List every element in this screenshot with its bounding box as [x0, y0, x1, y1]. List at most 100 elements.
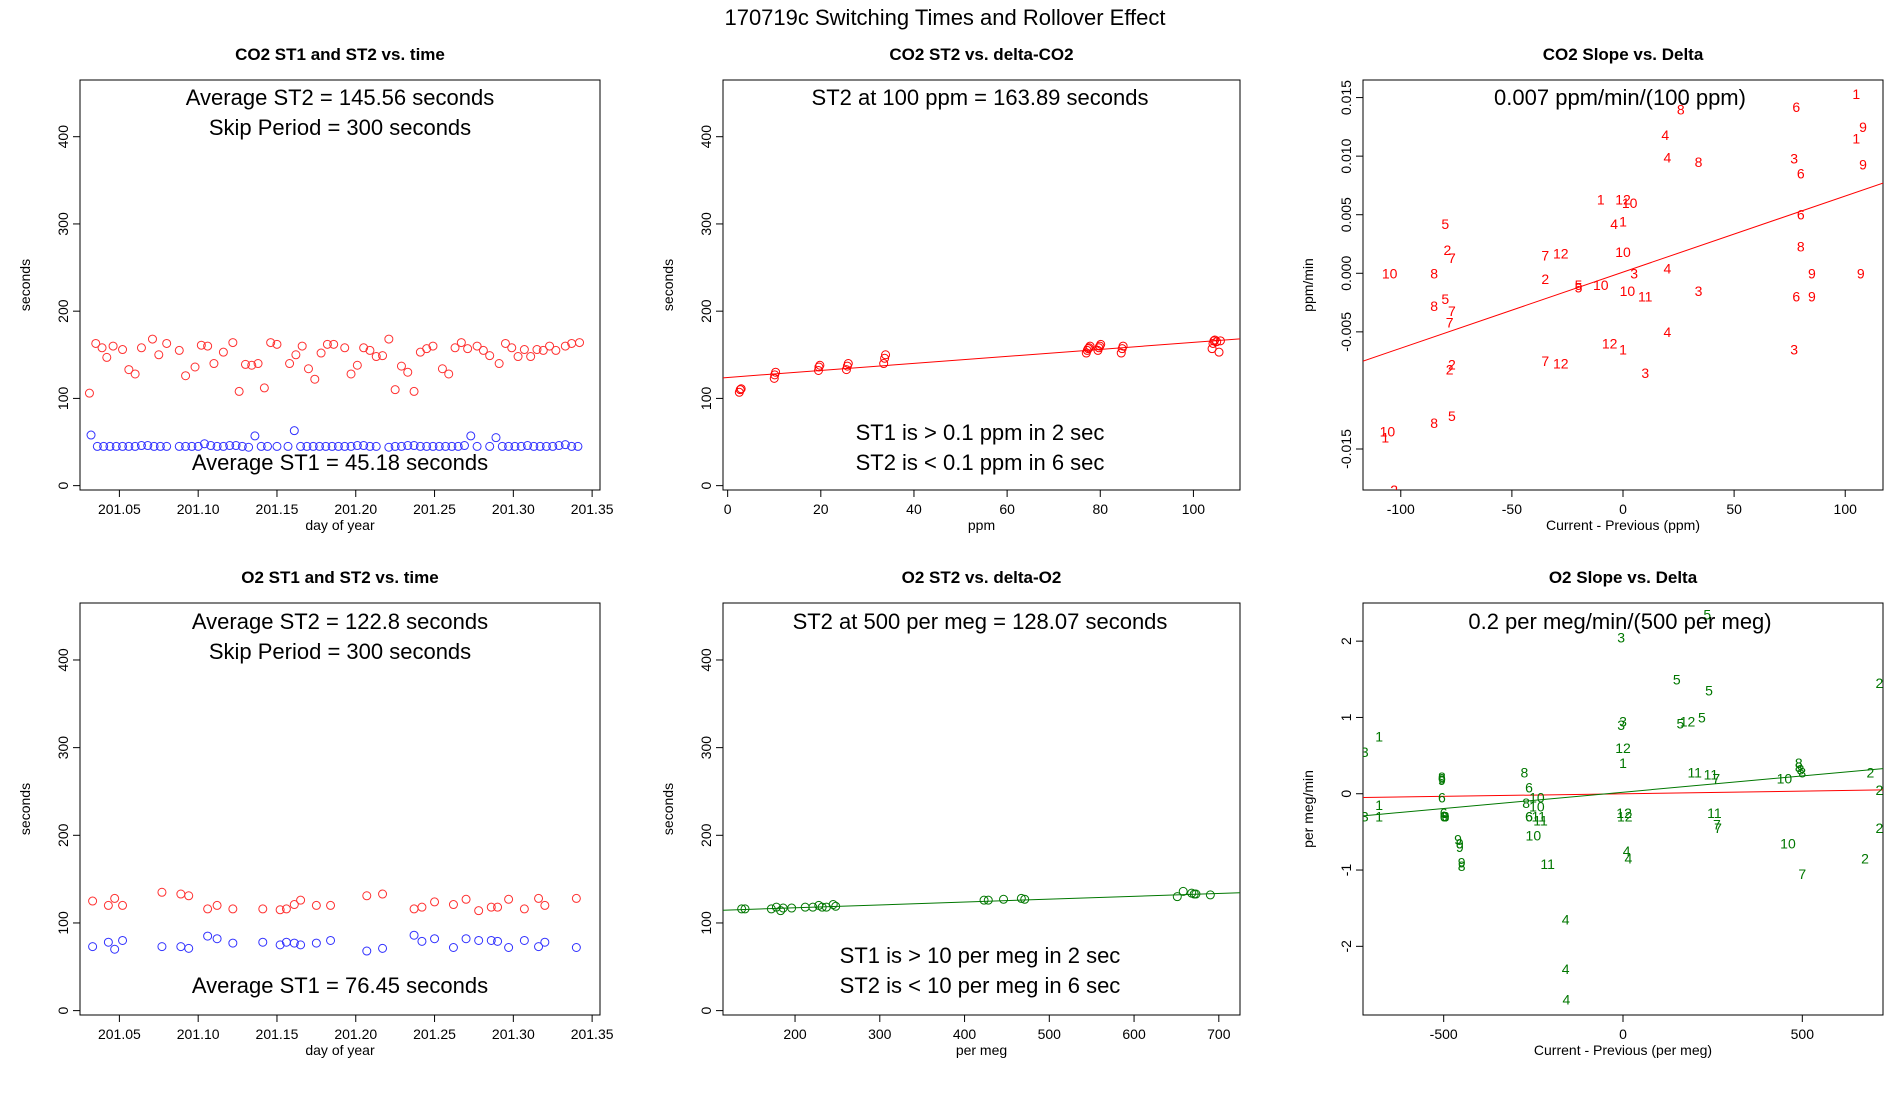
y-tick-label: 0: [55, 1007, 71, 1015]
annotation-text: ST1 is > 10 per meg in 2 sec: [840, 943, 1121, 968]
plot-frame: [722, 79, 1241, 491]
plot-frame: [722, 602, 1241, 1016]
point-label: 7: [1448, 303, 1456, 319]
point-label: 11: [1704, 767, 1719, 783]
x-tick-label: -500: [1430, 1026, 1458, 1042]
data-point: [212, 441, 222, 451]
data-point: [428, 341, 438, 351]
data-point: [184, 891, 194, 901]
data-point: [187, 441, 197, 451]
data-point: [1020, 894, 1030, 904]
data-point: [1096, 339, 1106, 349]
data-point: [162, 441, 172, 451]
data-point: [103, 900, 113, 910]
data-point: [321, 441, 331, 451]
data-point: [504, 894, 514, 904]
data-point: [422, 441, 432, 451]
data-point: [504, 943, 514, 953]
data-point: [256, 441, 266, 451]
data-point: [162, 338, 172, 348]
point-label: 12: [1615, 740, 1631, 756]
data-point: [281, 904, 291, 914]
data-point: [434, 441, 444, 451]
data-point: [346, 441, 356, 451]
data-point: [447, 441, 457, 451]
data-point: [329, 339, 339, 349]
y-tick-label: 1: [1338, 713, 1354, 721]
data-point: [352, 360, 362, 370]
data-point: [513, 352, 523, 362]
data-point: [289, 900, 299, 910]
data-point: [296, 441, 306, 451]
data-point: [291, 350, 301, 360]
x-tick-label: 201.30: [492, 1026, 535, 1042]
point-label: 8: [1677, 101, 1685, 117]
data-point: [999, 894, 1009, 904]
point-label: 3: [1790, 341, 1798, 357]
data-point: [88, 896, 98, 906]
data-point: [266, 338, 276, 348]
point-label: 12: [1680, 713, 1696, 729]
point-label: 1: [1381, 429, 1389, 445]
data-point: [403, 367, 413, 377]
y-tick-label: 300: [698, 212, 714, 236]
y-tick-label: -1: [1338, 864, 1354, 877]
data-point: [1084, 343, 1094, 353]
point-label: 6: [1525, 809, 1533, 825]
data-point: [540, 900, 550, 910]
annotation-text: Average ST2 = 122.8 seconds: [192, 609, 488, 634]
y-tick-label: 300: [55, 212, 71, 236]
data-point: [371, 441, 381, 451]
data-point: [1116, 348, 1126, 358]
data-point: [828, 900, 838, 910]
y-tick-label: 100: [55, 387, 71, 411]
data-point: [259, 383, 269, 393]
data-point: [154, 350, 164, 360]
data-point: [573, 441, 583, 451]
point-label: 6: [1440, 809, 1448, 825]
point-label: 3: [1695, 283, 1703, 299]
data-point: [327, 441, 337, 451]
point-label: 12: [1553, 245, 1569, 261]
point-label: 11: [1707, 805, 1722, 821]
annotation-text: ST2 at 500 per meg = 128.07 seconds: [793, 609, 1168, 634]
y-tick-label: 0: [698, 482, 714, 490]
point-label: 6: [1525, 780, 1533, 796]
data-point: [815, 360, 825, 370]
data-point: [384, 442, 394, 452]
x-tick-label: 201.20: [334, 501, 377, 517]
data-point: [365, 345, 375, 355]
point-label: 4: [1610, 216, 1618, 232]
data-point: [190, 362, 200, 372]
y-tick-label: 0: [55, 482, 71, 490]
fit-line: [723, 338, 1240, 379]
data-point: [526, 352, 536, 362]
data-point: [766, 904, 776, 914]
x-tick-label: -50: [1502, 501, 1522, 517]
data-point: [209, 359, 219, 369]
data-point: [250, 431, 260, 441]
point-label: 5: [1575, 279, 1583, 295]
y-axis-label: per meg/min: [1300, 770, 1316, 848]
data-point: [203, 931, 213, 941]
data-point: [212, 900, 222, 910]
data-point: [228, 904, 238, 914]
point-label: 4: [1624, 851, 1632, 867]
data-point: [244, 442, 254, 452]
x-tick-label: 201.10: [177, 501, 220, 517]
data-point: [362, 946, 372, 956]
data-point: [1082, 345, 1092, 355]
point-label: 9: [1857, 265, 1865, 281]
data-point: [136, 441, 146, 451]
y-tick-label: 0: [1338, 790, 1354, 798]
point-label: 8: [1430, 265, 1438, 281]
plot-frame: [79, 602, 601, 1016]
point-label: 1: [1619, 214, 1627, 230]
y-tick-label: 400: [698, 648, 714, 672]
point-label: 9: [1454, 832, 1462, 848]
point-label: 11: [1533, 812, 1548, 828]
plot-frame: [79, 79, 601, 491]
plot-area: [84, 334, 585, 452]
data-point: [362, 891, 372, 901]
